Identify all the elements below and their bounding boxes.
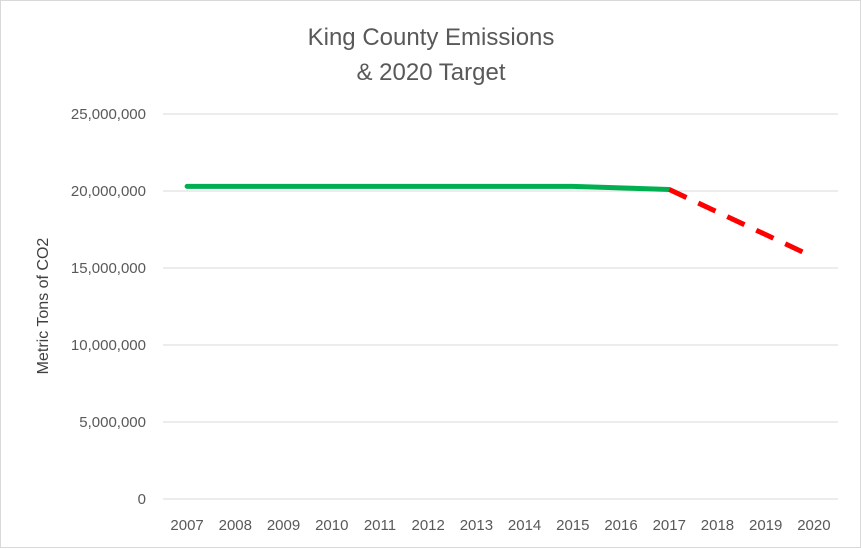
y-tick-label: 5,000,000 [79,414,146,431]
target-series-line [668,187,815,260]
x-tick-label: 2017 [653,517,686,534]
emissions-series-line [184,183,672,192]
x-tick-label: 2014 [508,517,541,534]
y-tick-label: 0 [138,491,146,508]
x-tick-label: 2019 [749,517,782,534]
y-axis-label: Metric Tons of CO2 [35,238,52,375]
y-tick-label: 10,000,000 [71,337,146,354]
x-tick-label: 2020 [797,517,830,534]
x-tick-label: 2015 [556,517,589,534]
x-tick-label: 2011 [364,517,396,534]
x-tick-label: 2013 [460,517,493,534]
x-axis-tick-labels: 2007 2008 2009 2010 2011 2012 2013 2014 2015 2016… [170,517,830,534]
x-tick-label: 2009 [267,517,300,534]
y-tick-label: 25,000,000 [71,106,146,123]
y-tick-label: 20,000,000 [71,183,146,200]
chart-title-line-1: King County Emissions [308,24,555,51]
x-tick-label: 2010 [315,517,348,534]
y-axis-tick-labels: 0 5,000,000 10,000,000 15,000,000 20,000,000… [71,106,146,508]
x-tick-label: 2007 [170,517,203,534]
x-tick-label: 2018 [701,517,734,534]
x-tick-label: 2012 [411,517,444,534]
x-tick-label: 2016 [604,517,637,534]
chart-title-line-2: & 2020 Target [356,59,505,86]
series-lines [184,183,815,260]
gridlines [163,113,838,500]
y-tick-label: 15,000,000 [71,260,146,277]
x-tick-label: 2008 [219,517,252,534]
